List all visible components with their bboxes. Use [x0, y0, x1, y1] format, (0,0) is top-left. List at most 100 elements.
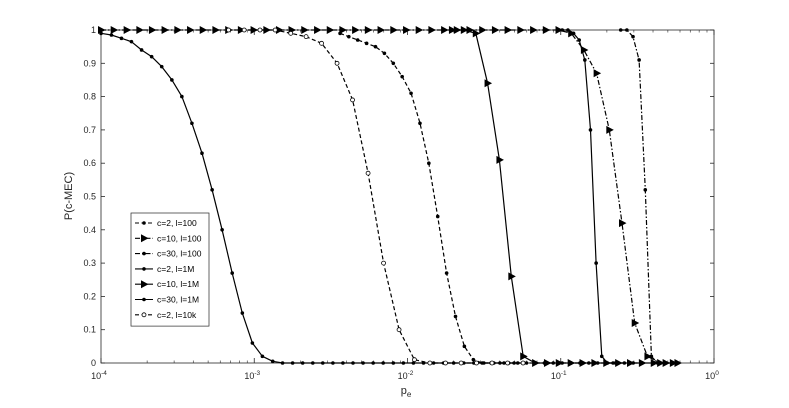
data-point: [627, 359, 635, 367]
data-point: [396, 327, 402, 333]
data-point: [674, 359, 682, 367]
x-axis-label: pe: [401, 385, 412, 399]
legend-item: c=30, l=100: [135, 249, 202, 259]
data-point: [373, 44, 378, 49]
legend-marker: [142, 297, 146, 302]
data-point: [594, 261, 598, 265]
data-point: [611, 361, 615, 365]
data-point: [403, 26, 411, 34]
data-point: [303, 34, 309, 40]
x-tick-label: 10-1: [551, 370, 567, 381]
x-tick-label: 10-2: [398, 370, 414, 381]
x-tick-label: 10-4: [91, 370, 107, 381]
data-point: [250, 26, 259, 34]
data-point: [123, 26, 132, 34]
data-point: [170, 78, 174, 82]
data-point: [566, 28, 570, 32]
data-point: [543, 359, 552, 367]
x-tick-label-base: 10: [705, 371, 715, 381]
data-point: [517, 26, 525, 34]
series-line: [101, 29, 673, 364]
data-point: [381, 361, 385, 365]
data-point: [339, 26, 347, 34]
data-point: [382, 51, 387, 56]
data-point: [631, 34, 635, 39]
data-point: [515, 361, 520, 365]
legend-marker: [142, 221, 146, 225]
y-tick-label: 0.6: [83, 158, 96, 168]
data-point: [418, 121, 422, 126]
data-point: [334, 60, 340, 66]
series-line: [562, 29, 613, 364]
data-point: [427, 360, 433, 366]
data-point: [649, 354, 654, 359]
x-tick-label-exponent: -4: [101, 370, 107, 377]
data-point: [371, 361, 375, 365]
data-point: [364, 26, 373, 34]
data-point: [484, 79, 493, 88]
legend-item: c=2, l=1M: [135, 264, 194, 274]
data-point: [631, 319, 640, 328]
legend-marker: [141, 312, 147, 318]
data-point: [560, 28, 565, 32]
data-point: [411, 361, 416, 365]
y-tick-label: 0.3: [83, 258, 96, 268]
data-point: [662, 359, 671, 367]
data-point: [453, 314, 458, 319]
data-point: [520, 352, 528, 361]
data-point: [390, 26, 398, 34]
data-point: [412, 357, 417, 363]
data-point: [190, 121, 194, 126]
y-tick-label: 0: [91, 358, 96, 368]
legend-marker: [141, 234, 149, 243]
data-point: [431, 361, 436, 365]
data-point: [472, 29, 481, 38]
y-tick-label: 0.7: [83, 125, 96, 135]
data-point: [625, 28, 629, 32]
legend-marker: [142, 267, 146, 271]
x-tick-label-base: 10: [244, 371, 254, 381]
data-point: [159, 64, 164, 69]
data-point: [180, 94, 184, 99]
data-point: [605, 361, 610, 365]
x-tick-label-exponent: 0: [715, 370, 719, 377]
data-point: [110, 26, 119, 34]
data-point: [148, 26, 157, 34]
data-point: [505, 360, 511, 366]
data-point: [504, 26, 513, 34]
data-point: [567, 359, 576, 367]
data-point: [508, 272, 516, 281]
data-point: [230, 271, 235, 275]
data-point: [615, 359, 623, 367]
data-point: [444, 271, 449, 275]
data-point: [650, 359, 659, 367]
legend-label: c=2, l=1M: [157, 264, 194, 274]
data-point: [479, 26, 487, 34]
data-point: [593, 69, 602, 78]
data-point: [220, 228, 224, 232]
data-point: [588, 128, 593, 132]
y-tick-label: 0.9: [83, 58, 96, 68]
data-point: [496, 155, 504, 164]
legend-marker: [141, 280, 149, 289]
data-point: [288, 30, 294, 36]
series-2: [618, 28, 660, 365]
x-tick-label-exponent: -1: [561, 370, 567, 377]
data-point: [263, 26, 271, 34]
data-point: [320, 361, 325, 365]
y-tick-label: 0.4: [83, 225, 96, 235]
legend-item: c=10, l=1M: [135, 279, 199, 289]
legend-marker: [142, 251, 146, 256]
x-tick-label-exponent: -2: [408, 370, 414, 377]
data-point: [441, 26, 449, 34]
data-point: [355, 38, 360, 42]
data-point: [458, 360, 464, 366]
data-point: [272, 27, 278, 33]
data-point: [174, 26, 182, 34]
data-point: [638, 359, 647, 367]
data-point: [606, 125, 614, 134]
data-point: [361, 361, 365, 365]
series-5: [560, 28, 615, 365]
x-tick-label: 10-3: [244, 370, 260, 381]
